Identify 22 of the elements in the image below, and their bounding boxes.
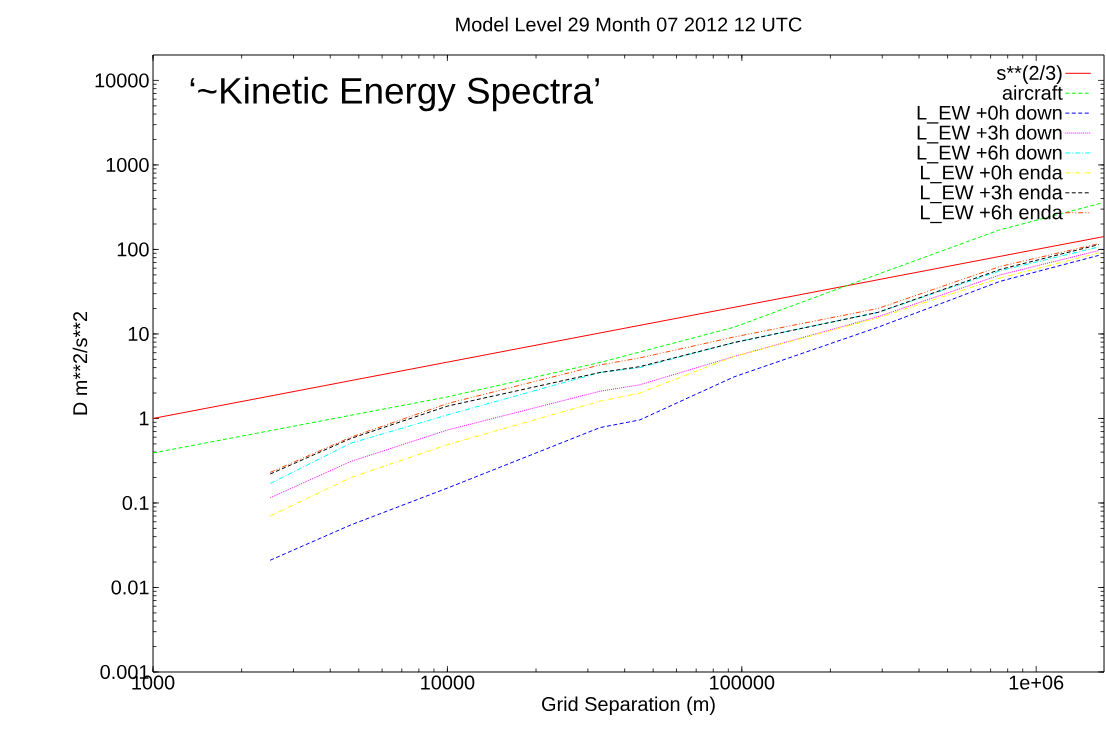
y-tick-label: 10: [128, 326, 149, 341]
legend-label: L_EW +6h down: [917, 145, 1062, 164]
y-tick-label: 1000: [106, 157, 149, 172]
x-axis-title: Grid Separation (m): [542, 696, 715, 716]
legend-label: L_EW +3h enda: [921, 184, 1063, 204]
legend-label: L_EW +3h down: [917, 125, 1062, 144]
chart-title: Model Level 29 Month 07 2012 12 UTC: [456, 16, 802, 32]
annotation: ‘~Kinetic Energy Spectra’: [190, 76, 599, 112]
y-tick-label: 100: [117, 242, 149, 257]
legend-label: L_EW +0h enda: [921, 164, 1063, 184]
y-tick-label: 1: [139, 411, 149, 426]
y-tick-label: 10000: [95, 73, 149, 88]
legend-label: L_EW +6h enda: [921, 204, 1063, 224]
legend-label: s**(2/3): [996, 65, 1062, 84]
y-tick-label: 0.1: [122, 495, 149, 511]
legend-label: aircraft: [1002, 85, 1063, 100]
x-tick-label: 1e+06: [1009, 675, 1064, 690]
y-tick-label: 0.01: [111, 580, 149, 595]
y-axis-title: D m**2/s**2: [72, 311, 88, 415]
x-tick-label: 10000: [421, 675, 475, 690]
legend-label: L_EW +0h down: [917, 105, 1062, 124]
x-tick-label: 100000: [710, 675, 775, 690]
